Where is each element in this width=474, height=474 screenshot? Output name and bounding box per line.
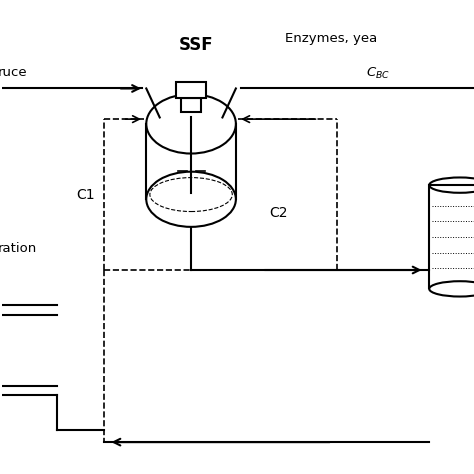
Text: $C_{BC}$: $C_{BC}$: [365, 66, 390, 82]
Bar: [429, 185, 474, 289]
Bar: [176, 82, 206, 98]
Text: C1: C1: [76, 188, 94, 201]
Text: ration: ration: [0, 242, 37, 255]
Ellipse shape: [146, 172, 236, 227]
Text: SSF: SSF: [179, 36, 213, 54]
Text: ruce: ruce: [0, 66, 27, 79]
Text: C2: C2: [269, 206, 287, 220]
Ellipse shape: [429, 281, 474, 297]
Text: Enzymes, yea: Enzymes, yea: [285, 32, 378, 45]
Bar: [181, 98, 201, 112]
